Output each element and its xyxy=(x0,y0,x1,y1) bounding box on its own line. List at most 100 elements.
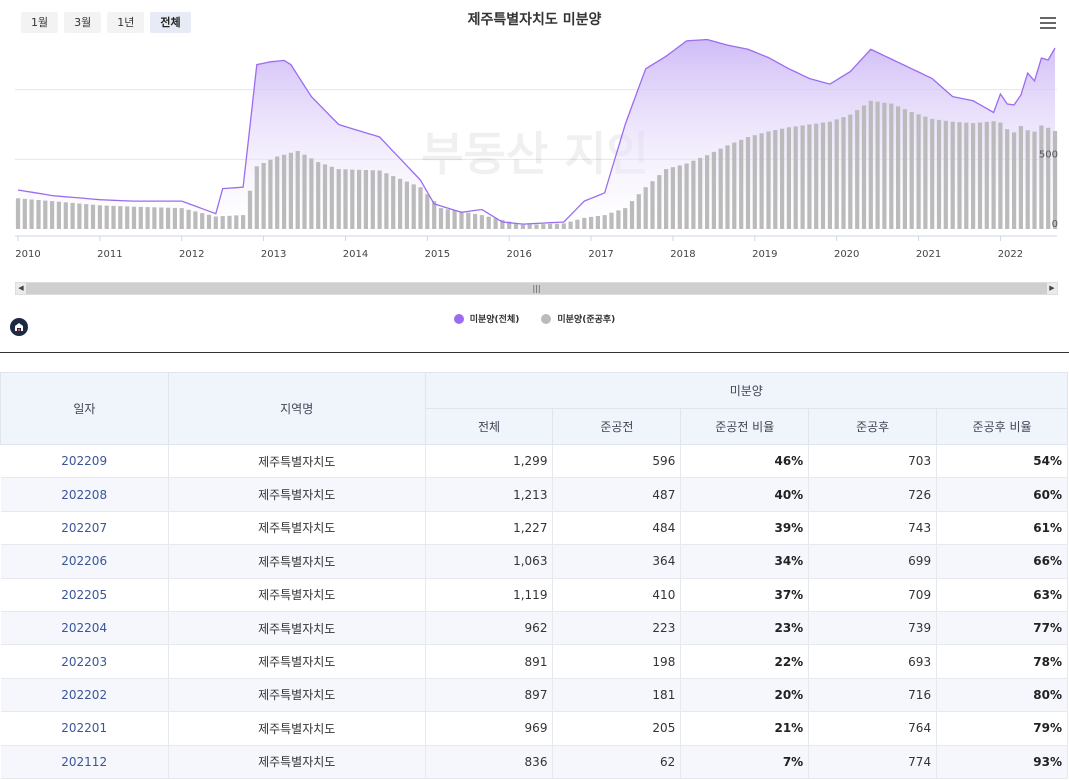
bar-post xyxy=(582,217,587,229)
bar-post xyxy=(1046,127,1051,229)
bar-post xyxy=(275,156,280,229)
scroll-thumb[interactable]: ||| xyxy=(26,283,1047,294)
bar-post xyxy=(902,109,907,229)
bar-post xyxy=(288,152,293,229)
bar-post xyxy=(138,206,143,229)
header-pre-ratio[interactable]: 준공전 비율 xyxy=(680,408,810,445)
bar-post xyxy=(766,131,771,229)
bar-post xyxy=(329,166,334,229)
bar-post xyxy=(732,142,737,229)
cell-pre-ratio: 22% xyxy=(680,644,810,679)
table-row[interactable]: 202205 제주특별자치도 1,119 410 37% 709 63% xyxy=(0,578,1068,612)
bar-post xyxy=(309,158,314,229)
table-row[interactable]: 202201 제주특별자치도 969 205 21% 764 79% xyxy=(0,711,1068,746)
bar-post xyxy=(186,209,191,229)
range-button-1m[interactable]: 1월 xyxy=(21,12,59,33)
bar-post xyxy=(991,121,996,229)
bar-post xyxy=(575,219,580,229)
bar-post xyxy=(493,218,498,229)
table-row[interactable]: 202207 제주특별자치도 1,227 484 39% 743 61% xyxy=(0,511,1068,546)
range-button-all[interactable]: 전체 xyxy=(150,12,191,33)
bar-post xyxy=(486,216,491,229)
cell-post: 703 xyxy=(808,444,938,479)
bar-post xyxy=(548,223,553,229)
cell-post: 774 xyxy=(808,745,938,779)
bar-post xyxy=(220,216,225,229)
header-total[interactable]: 전체 xyxy=(424,408,554,445)
cell-region: 제주특별자치도 xyxy=(168,678,426,713)
grip-icon: ||| xyxy=(532,284,541,293)
y-tick-label: 0 xyxy=(1052,219,1058,230)
bar-post xyxy=(282,154,287,229)
bar-post xyxy=(350,169,355,229)
cell-post-ratio: 61% xyxy=(936,511,1068,546)
legend-item-total[interactable]: 미분양(전체) xyxy=(453,312,519,325)
x-tick-label: 2018 xyxy=(670,249,695,260)
cell-date: 202207 xyxy=(0,511,169,546)
bar-post xyxy=(125,206,130,229)
home-logo-icon[interactable] xyxy=(10,318,28,336)
chart-scrollbar[interactable]: ◀ ||| ▶ xyxy=(15,282,1058,295)
bar-post xyxy=(159,207,164,229)
bar-post xyxy=(971,123,976,229)
cell-post: 739 xyxy=(808,611,938,646)
bar-post xyxy=(97,205,102,229)
cell-pre-ratio: 34% xyxy=(680,544,810,579)
x-tick-label: 2013 xyxy=(261,249,286,260)
bar-post xyxy=(145,207,150,229)
bar-post xyxy=(623,208,628,229)
bar-post xyxy=(820,122,826,229)
bar-post xyxy=(834,119,839,229)
bar-post xyxy=(561,223,566,229)
bar-post xyxy=(677,165,682,229)
bar-post xyxy=(589,216,594,229)
x-tick-label: 2014 xyxy=(343,249,368,260)
table-row[interactable]: 202112 제주특별자치도 836 62 7% 774 93% xyxy=(0,745,1068,779)
header-date[interactable]: 일자 xyxy=(0,372,169,445)
bar-post xyxy=(780,128,785,229)
bar-post xyxy=(786,127,791,229)
cell-post: 709 xyxy=(808,578,938,612)
bar-post xyxy=(800,125,805,229)
table-body: 202209 제주특별자치도 1,299 596 46% 703 54% 202208 제주특별… xyxy=(0,444,1068,779)
legend-item-post[interactable]: 미분양(준공후) xyxy=(541,312,615,325)
range-button-1y[interactable]: 1년 xyxy=(107,12,145,33)
bar-post xyxy=(425,194,430,229)
menu-icon[interactable] xyxy=(1040,16,1056,30)
table-row[interactable]: 202204 제주특별자치도 962 223 23% 739 77% xyxy=(0,611,1068,646)
table-row[interactable]: 202203 제주특별자치도 891 198 22% 693 78% xyxy=(0,644,1068,679)
bar-post xyxy=(384,173,389,229)
bar-post xyxy=(848,114,853,229)
table-row[interactable]: 202202 제주특별자치도 897 181 20% 716 80% xyxy=(0,678,1068,713)
cell-post-ratio: 78% xyxy=(936,644,1068,679)
bar-post xyxy=(90,204,96,229)
header-pre[interactable]: 준공전 xyxy=(552,408,682,445)
cell-total: 1,213 xyxy=(425,477,554,512)
range-selector: 1월 3월 1년 전체 xyxy=(21,12,191,33)
header-post-ratio[interactable]: 준공후 비율 xyxy=(936,408,1068,445)
table-row[interactable]: 202209 제주특별자치도 1,299 596 46% 703 54% xyxy=(0,444,1068,479)
range-button-3m[interactable]: 3월 xyxy=(64,12,102,33)
bar-post xyxy=(964,122,969,229)
bar-post xyxy=(670,167,675,229)
table-row[interactable]: 202206 제주특별자치도 1,063 364 34% 699 66% xyxy=(0,544,1068,579)
x-tick-label: 2016 xyxy=(506,249,531,260)
header-region[interactable]: 지역명 xyxy=(167,372,426,445)
bar-post xyxy=(936,119,942,229)
cell-pre-ratio: 20% xyxy=(680,678,810,713)
scroll-left-arrow-icon[interactable]: ◀ xyxy=(16,283,26,294)
header-post[interactable]: 준공후 xyxy=(808,408,938,445)
bar-post xyxy=(77,203,82,229)
bar-post xyxy=(793,126,798,229)
table-row[interactable]: 202208 제주특별자치도 1,213 487 40% 726 60% xyxy=(0,477,1068,512)
cell-date: 202204 xyxy=(0,611,169,646)
scroll-right-arrow-icon[interactable]: ▶ xyxy=(1047,283,1057,294)
cell-region: 제주특별자치도 xyxy=(168,444,426,479)
cell-pre-ratio: 40% xyxy=(680,477,810,512)
x-tick-label: 2010 xyxy=(15,249,40,260)
bar-post xyxy=(977,122,983,229)
bar-post xyxy=(909,112,914,229)
bar-post xyxy=(445,209,450,229)
cell-pre-ratio: 21% xyxy=(680,711,810,746)
bar-post xyxy=(527,224,532,229)
